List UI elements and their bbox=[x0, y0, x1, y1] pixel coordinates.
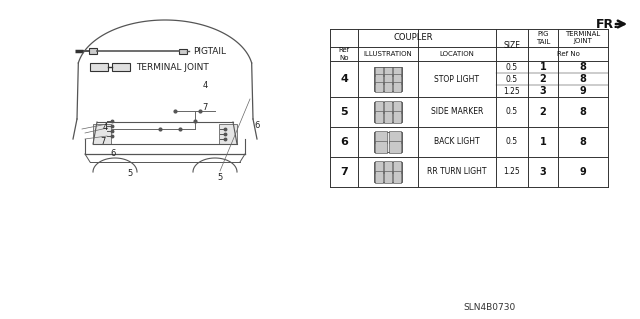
Bar bbox=[394, 111, 401, 122]
Bar bbox=[375, 141, 387, 152]
Bar bbox=[375, 131, 387, 143]
Bar bbox=[375, 66, 383, 76]
Text: 6: 6 bbox=[254, 122, 260, 130]
Text: SIZE: SIZE bbox=[504, 41, 520, 49]
Bar bbox=[374, 67, 402, 91]
Text: 8: 8 bbox=[580, 74, 586, 84]
Text: PIG
TAIL: PIG TAIL bbox=[536, 32, 550, 44]
Text: TERMINAL JOINT: TERMINAL JOINT bbox=[136, 63, 209, 71]
Text: LOCATION: LOCATION bbox=[440, 51, 474, 57]
Bar bbox=[219, 124, 237, 144]
Bar bbox=[375, 161, 383, 173]
Bar bbox=[384, 74, 392, 84]
Bar bbox=[394, 74, 401, 84]
Text: STOP LIGHT: STOP LIGHT bbox=[435, 75, 479, 84]
Text: 8: 8 bbox=[580, 62, 586, 72]
Text: 1: 1 bbox=[540, 137, 547, 147]
Text: ILLUSTRATION: ILLUSTRATION bbox=[364, 51, 412, 57]
Text: 4: 4 bbox=[340, 74, 348, 84]
Bar bbox=[90, 63, 108, 71]
Text: 5: 5 bbox=[340, 107, 348, 117]
Bar bbox=[389, 141, 401, 152]
Bar bbox=[179, 48, 187, 54]
Bar bbox=[384, 171, 392, 182]
Bar bbox=[384, 82, 392, 92]
Text: 9: 9 bbox=[580, 86, 586, 96]
Text: 2: 2 bbox=[540, 107, 547, 117]
Text: SLN4B0730: SLN4B0730 bbox=[464, 302, 516, 311]
Text: 3: 3 bbox=[540, 167, 547, 177]
Bar bbox=[375, 101, 383, 113]
Text: Ref
No: Ref No bbox=[339, 48, 349, 61]
Text: 0.5: 0.5 bbox=[506, 75, 518, 84]
Bar bbox=[394, 66, 401, 76]
Text: PIGTAIL: PIGTAIL bbox=[193, 47, 226, 56]
Bar bbox=[375, 111, 383, 122]
Bar bbox=[394, 101, 401, 113]
Bar bbox=[394, 82, 401, 92]
Text: 8: 8 bbox=[580, 137, 586, 147]
Bar bbox=[389, 131, 401, 143]
Bar bbox=[374, 132, 402, 152]
Text: COUPLER: COUPLER bbox=[393, 33, 433, 42]
Bar bbox=[384, 66, 392, 76]
Text: 6: 6 bbox=[110, 150, 116, 159]
Bar bbox=[384, 111, 392, 122]
Bar bbox=[374, 102, 402, 122]
Bar bbox=[384, 101, 392, 113]
Text: 7: 7 bbox=[202, 102, 208, 112]
Bar bbox=[93, 124, 111, 144]
Text: FR.: FR. bbox=[596, 18, 619, 31]
Text: 4: 4 bbox=[102, 122, 108, 131]
Text: SIDE MARKER: SIDE MARKER bbox=[431, 108, 483, 116]
Bar bbox=[375, 82, 383, 92]
Text: 4: 4 bbox=[202, 81, 207, 91]
Text: 5: 5 bbox=[127, 169, 132, 179]
Bar bbox=[384, 161, 392, 173]
Text: Ref No: Ref No bbox=[557, 51, 579, 57]
Text: 7: 7 bbox=[100, 137, 106, 146]
Text: 0.5: 0.5 bbox=[506, 63, 518, 71]
Text: 6: 6 bbox=[340, 137, 348, 147]
Bar bbox=[375, 74, 383, 84]
Text: TERMINAL
JOINT: TERMINAL JOINT bbox=[565, 32, 600, 44]
Bar bbox=[89, 48, 97, 54]
Text: 5: 5 bbox=[218, 173, 223, 182]
Text: 1.25: 1.25 bbox=[504, 86, 520, 95]
Bar bbox=[375, 171, 383, 182]
Bar bbox=[112, 63, 130, 71]
Text: BACK LIGHT: BACK LIGHT bbox=[434, 137, 480, 146]
Text: 7: 7 bbox=[340, 167, 348, 177]
Text: RR TURN LIGHT: RR TURN LIGHT bbox=[428, 167, 487, 176]
Text: 1.25: 1.25 bbox=[504, 167, 520, 176]
Text: 2: 2 bbox=[540, 74, 547, 84]
Text: 1: 1 bbox=[540, 62, 547, 72]
Text: 9: 9 bbox=[580, 167, 586, 177]
Text: 8: 8 bbox=[580, 107, 586, 117]
Bar bbox=[394, 161, 401, 173]
Text: 3: 3 bbox=[540, 86, 547, 96]
Text: 0.5: 0.5 bbox=[506, 137, 518, 146]
Bar bbox=[374, 162, 402, 182]
Text: 0.5: 0.5 bbox=[506, 108, 518, 116]
Bar bbox=[394, 171, 401, 182]
